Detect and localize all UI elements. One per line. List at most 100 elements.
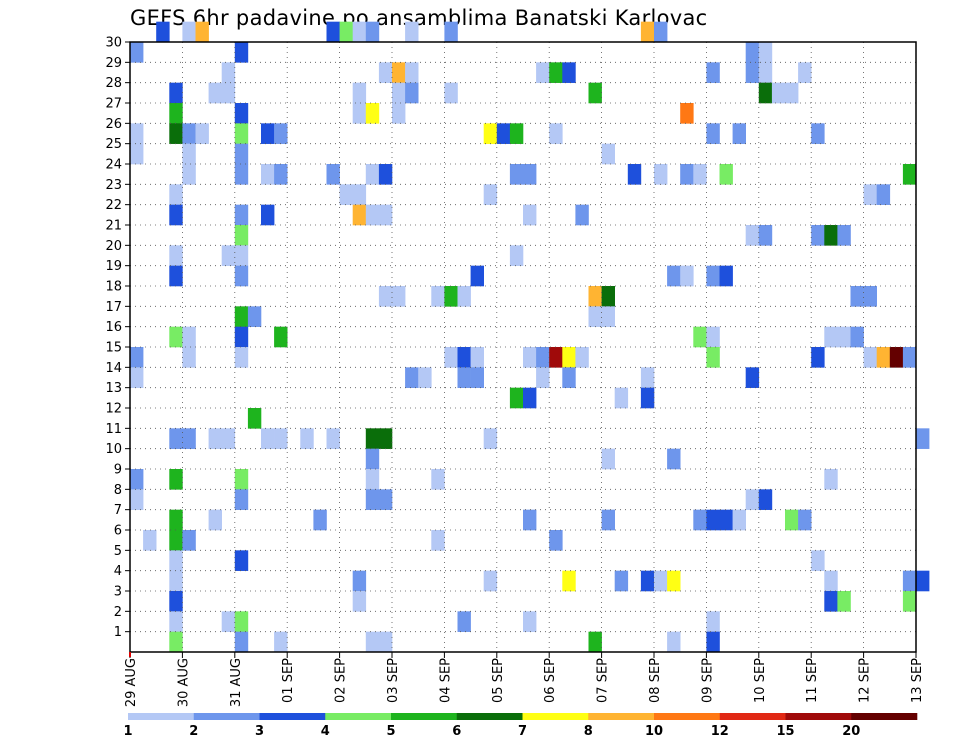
data-cell [339, 184, 353, 205]
data-cell [378, 204, 393, 226]
data-cell [785, 509, 799, 531]
data-cell [326, 164, 340, 185]
data-cell [365, 204, 380, 226]
y-tick-label: 26 [105, 117, 122, 132]
data-cell [392, 82, 406, 104]
y-tick-label: 21 [105, 219, 122, 234]
data-cell [169, 204, 183, 226]
data-cell [352, 204, 367, 226]
data-cell [588, 306, 602, 327]
x-tick-label: 01 SEP [281, 658, 296, 703]
data-cell [221, 62, 236, 83]
legend-swatch [325, 713, 392, 720]
data-cell [863, 286, 877, 307]
data-cell [169, 103, 183, 124]
data-cell [562, 347, 576, 368]
data-cell [234, 123, 249, 144]
y-tick-label: 25 [105, 137, 122, 152]
data-cell [234, 469, 249, 490]
x-tick-label: 05 SEP [491, 658, 506, 703]
data-cell [654, 164, 668, 185]
data-cell [745, 62, 760, 83]
data-cell [234, 204, 249, 226]
data-cell [195, 123, 209, 144]
data-cell [405, 21, 419, 43]
data-cell [706, 326, 720, 348]
legend-label: 7 [518, 724, 527, 739]
legend-label: 20 [842, 724, 860, 739]
legend-label: 6 [452, 724, 461, 739]
data-cell [706, 62, 720, 83]
data-cell [601, 306, 615, 327]
data-cell [221, 245, 236, 266]
data-cell [850, 326, 864, 348]
data-cell [405, 367, 419, 388]
data-cell [549, 123, 563, 144]
data-cell [719, 164, 733, 185]
data-cell [431, 286, 445, 307]
data-cell [130, 42, 144, 63]
x-tick-label: 29 AUG [124, 658, 139, 707]
data-cell [431, 530, 445, 551]
data-cell [313, 509, 327, 531]
y-tick-label: 14 [105, 361, 122, 376]
data-cell [156, 21, 170, 43]
data-cell [169, 469, 183, 490]
data-cell [234, 631, 249, 653]
data-cell [876, 347, 891, 368]
data-cell [680, 265, 694, 287]
data-cell [169, 591, 183, 612]
legend-swatch [259, 713, 326, 720]
data-cell [352, 570, 367, 592]
data-cell [614, 387, 629, 409]
y-tick-label: 13 [105, 381, 122, 396]
legend-label: 5 [386, 724, 395, 739]
data-cell [680, 103, 694, 124]
data-cell [719, 509, 733, 531]
data-cell [261, 123, 275, 144]
data-cell [509, 123, 524, 144]
data-cell [667, 570, 681, 592]
x-tick-label: 31 AUG [229, 658, 244, 707]
data-cell [640, 367, 655, 388]
data-cell [339, 21, 353, 43]
data-cell [378, 62, 393, 83]
data-cell [169, 611, 183, 632]
data-cell [169, 184, 183, 205]
data-cell [470, 367, 484, 388]
data-cell [274, 428, 288, 449]
y-tick-label: 1 [114, 625, 122, 640]
data-cell [627, 164, 642, 185]
data-cell [143, 530, 157, 551]
data-cell [509, 245, 524, 266]
data-cell [889, 347, 904, 368]
legend-label: 3 [255, 724, 264, 739]
data-cell [352, 103, 367, 124]
x-tick-label: 06 SEP [543, 658, 558, 703]
data-cell [811, 225, 825, 246]
data-cell [261, 204, 275, 226]
data-cell [902, 164, 917, 185]
data-cell [549, 530, 563, 551]
data-cell [234, 550, 249, 571]
data-cell [365, 469, 380, 490]
data-cell [706, 347, 720, 368]
x-tick-label: 30 AUG [176, 658, 191, 707]
y-tick-label: 22 [105, 198, 122, 213]
data-cell [758, 225, 773, 246]
y-tick-label: 11 [105, 422, 122, 437]
x-tick-label: 02 SEP [334, 658, 349, 703]
data-cell [811, 347, 825, 368]
data-cell [130, 367, 144, 388]
data-cell [837, 591, 851, 612]
data-cell [169, 509, 183, 531]
data-cell [902, 591, 917, 612]
data-cell [431, 469, 445, 490]
data-cell [693, 326, 707, 348]
data-cell [745, 367, 760, 388]
data-cell [706, 611, 720, 632]
legend-label: 2 [189, 724, 198, 739]
y-tick-label: 7 [114, 503, 122, 518]
data-cell [483, 184, 498, 205]
data-cell [352, 591, 367, 612]
